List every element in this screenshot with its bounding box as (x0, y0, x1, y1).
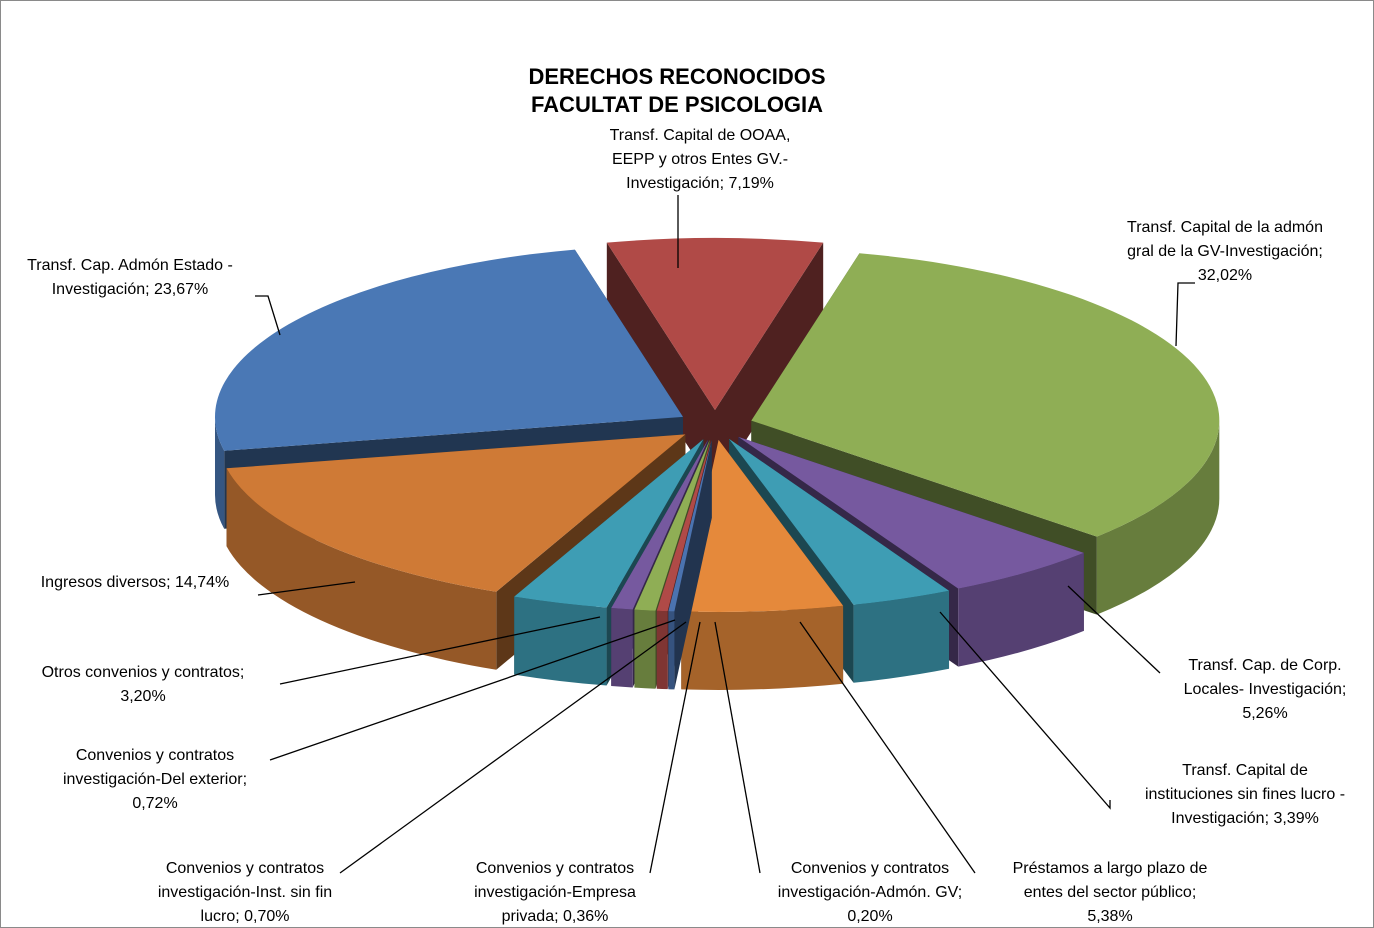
leader-line (257, 581, 356, 596)
data-label: 0,20% (847, 908, 892, 925)
data-label: investigación-Inst. sin fin (158, 884, 332, 901)
data-label: investigación-Admón. GV; (778, 884, 962, 901)
labels: Transf. Capital de OOAA, EEPP y otros Ent… (27, 127, 1346, 925)
slice-top (214, 249, 683, 451)
leader-line (649, 621, 701, 874)
slice-wall (606, 242, 715, 488)
slice-top (226, 434, 686, 592)
slice-top (634, 439, 710, 611)
data-label: Préstamos a largo plazo de (1013, 860, 1208, 877)
data-label: entes del sector público; (1024, 884, 1197, 901)
data-label: Convenios y contratos (476, 860, 634, 877)
slice-side (681, 605, 844, 690)
slice-side (634, 609, 656, 689)
chart-title: FACULTAT DE PSICOLOGIA (531, 92, 823, 117)
leader-line (714, 621, 761, 874)
data-label: investigación-Del exterior; (63, 771, 247, 788)
data-label: Investigación; 23,67% (52, 281, 209, 298)
data-label: instituciones sin fines lucro - (1145, 786, 1345, 803)
slice-side (958, 552, 1084, 667)
leader-line (1175, 282, 1195, 347)
leader-line (339, 621, 687, 874)
data-label: Investigación; 7,19% (626, 175, 774, 192)
data-label: Transf. Cap. de Corp. (1188, 657, 1341, 674)
slice-side (214, 416, 225, 529)
data-label: Ingresos diversos; 14,74% (41, 574, 230, 591)
data-label: 5,26% (1242, 705, 1287, 722)
data-label: EEPP y otros Entes GV.- (612, 151, 788, 168)
chart-title: DERECHOS RECONOCIDOS (528, 64, 825, 89)
data-label: Otros convenios y contratos; (42, 664, 245, 681)
slice-top (656, 439, 712, 612)
slice-top (738, 436, 1084, 589)
slice-wall (715, 242, 824, 488)
data-label: Locales- Investigación; (1184, 681, 1347, 698)
slice (606, 238, 824, 488)
data-label: Convenios y contratos (791, 860, 949, 877)
slice-top (514, 439, 704, 608)
slice-side (1096, 420, 1220, 615)
leader-line (1067, 585, 1161, 674)
data-label: Investigación; 3,39% (1171, 810, 1319, 827)
slice-side (514, 596, 607, 686)
data-label: privada; 0,36% (502, 908, 609, 925)
data-label: 3,20% (120, 688, 165, 705)
slice-side (611, 608, 633, 688)
leader-line (799, 621, 976, 874)
slice-top (611, 439, 709, 610)
data-label: Transf. Capital de OOAA, (610, 127, 791, 144)
data-label: 32,02% (1198, 267, 1252, 284)
pie (214, 238, 1220, 690)
data-label: Convenios y contratos (166, 860, 324, 877)
data-label: investigación-Empresa (474, 884, 636, 901)
data-label: gral de la GV-Investigación; (1127, 243, 1323, 260)
slice-top (668, 439, 712, 612)
leader-line (279, 616, 601, 685)
slice-side (853, 590, 950, 683)
data-label: lucro; 0,70% (201, 908, 290, 925)
slice-top (751, 253, 1220, 537)
data-label: Transf. Capital de la admón (1127, 219, 1323, 236)
leader-line (939, 611, 1111, 810)
data-label: Transf. Cap. Admón Estado - (27, 257, 233, 274)
data-label: 5,38% (1087, 908, 1132, 925)
data-label: 0,72% (132, 795, 177, 812)
slice-side (226, 468, 497, 670)
leader-line (269, 619, 676, 761)
data-label: Transf. Capital de (1182, 762, 1308, 779)
slice-top (606, 238, 824, 410)
slice-side (656, 610, 668, 690)
leader-line (255, 295, 281, 336)
slice-top (681, 439, 844, 612)
slice-top (729, 438, 950, 605)
slice (681, 439, 844, 690)
slice-side (668, 611, 675, 690)
data-label: Convenios y contratos (76, 747, 234, 764)
